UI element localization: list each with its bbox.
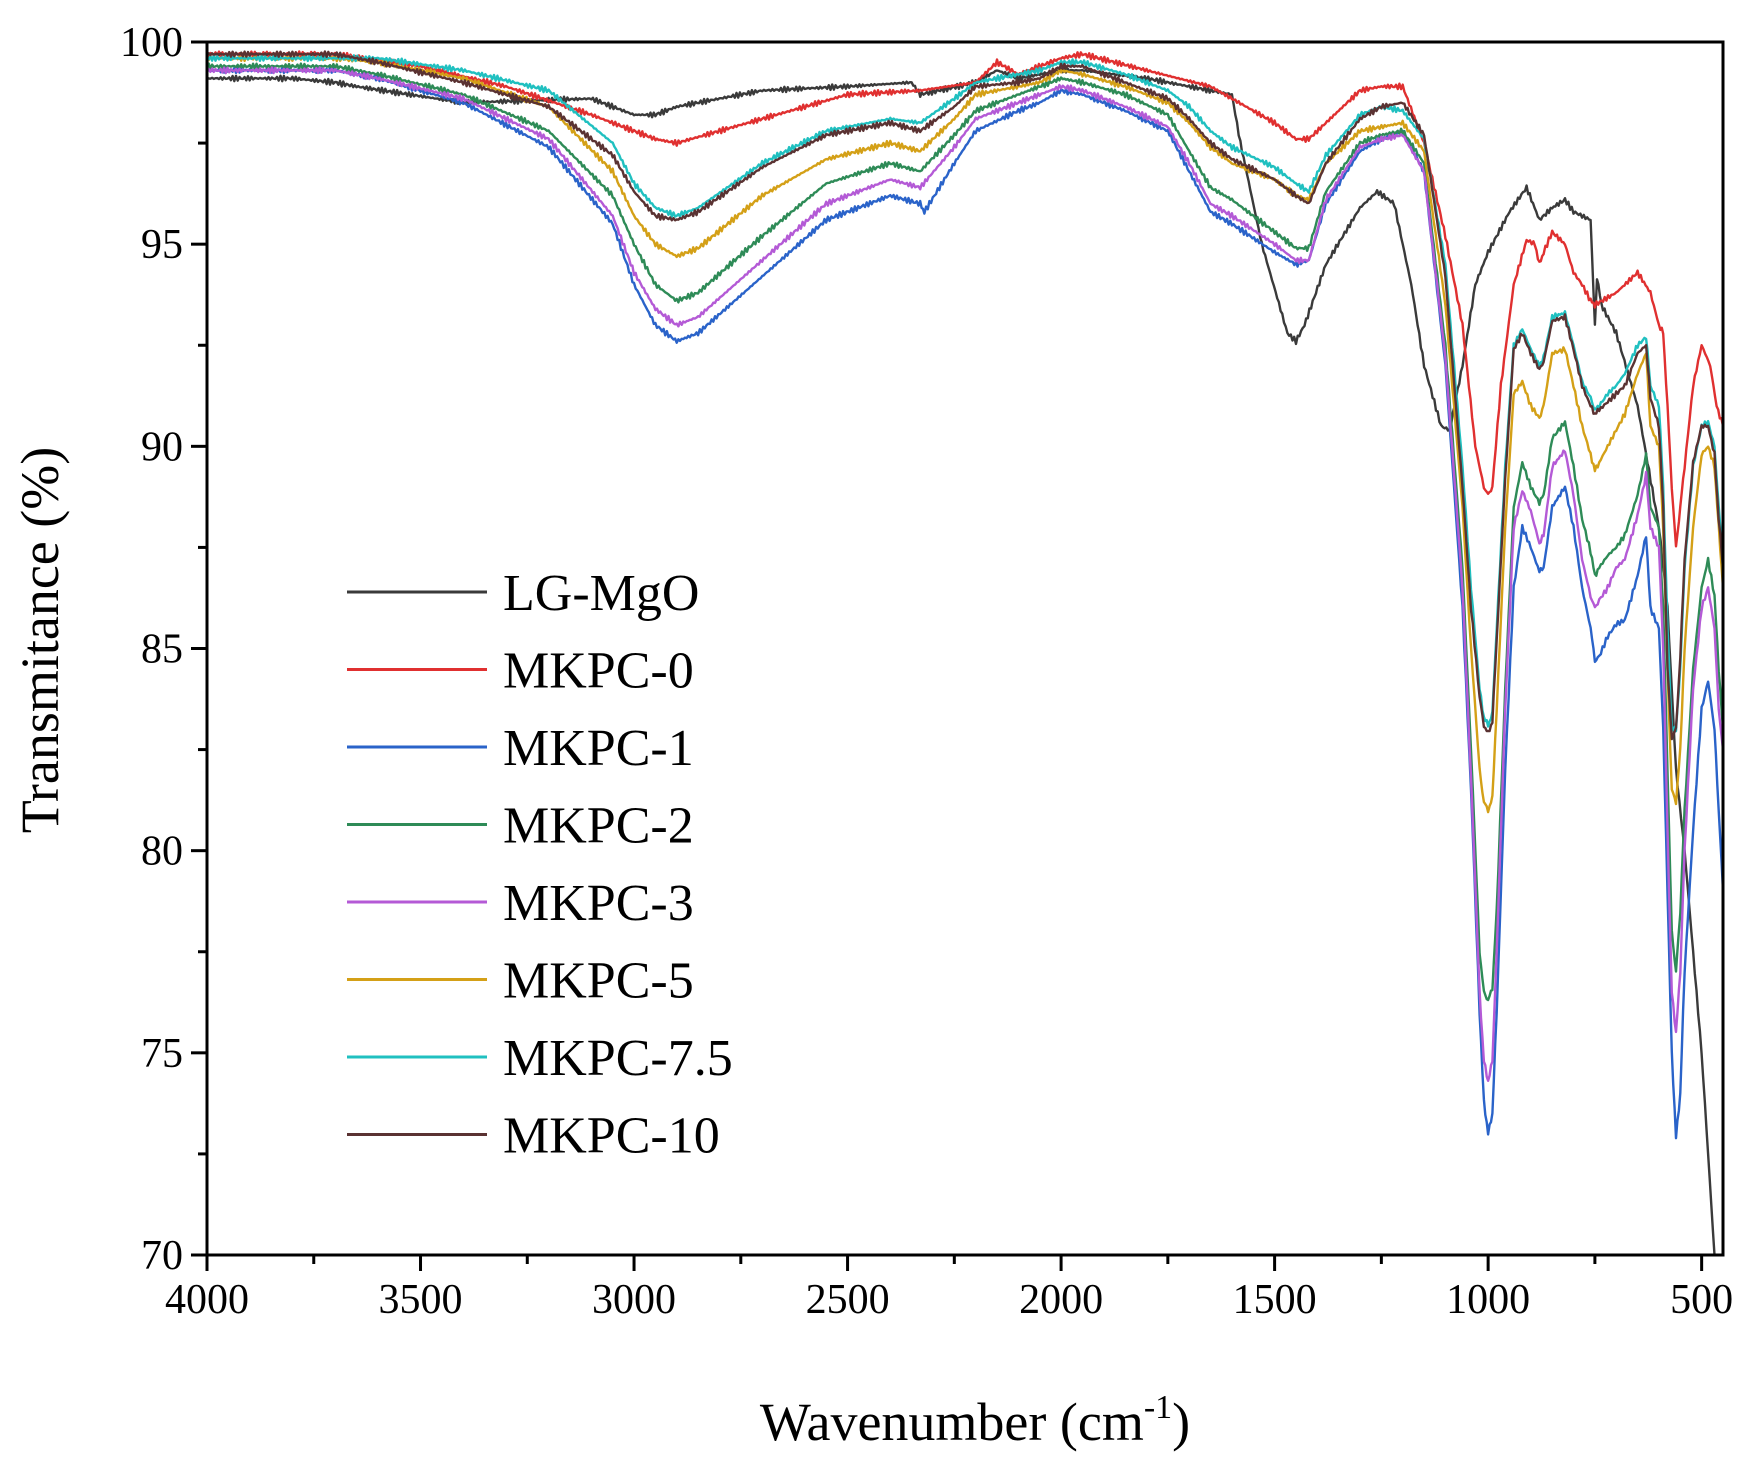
series-line-mkpc-7-5 — [206, 54, 1725, 733]
series-line-mkpc-1 — [206, 66, 1725, 1140]
axis-ticks — [191, 40, 1704, 1271]
x-tick-label: 1500 — [1233, 1277, 1317, 1323]
y-tick-label: 75 — [141, 1031, 183, 1077]
x-tick-label: 2000 — [1019, 1277, 1103, 1323]
legend: LG-MgO MKPC-0 MKPC-1 MKPC-2 MKPC-3 MKPC-5 MKPC… — [347, 565, 733, 1165]
x-tick-label: 3500 — [379, 1277, 463, 1323]
y-axis-title: Transmitance (%) — [10, 447, 70, 833]
legend-label: MKPC-2 — [503, 798, 694, 855]
legend-label: MKPC-7.5 — [503, 1030, 733, 1087]
y-tick-label: 70 — [141, 1233, 183, 1279]
y-tick-label: 95 — [141, 222, 183, 268]
legend-label: MKPC-1 — [503, 720, 694, 777]
x-axis-title: Wavenumber (cm-1) — [760, 1389, 1190, 1452]
legend-label: MKPC-10 — [503, 1108, 720, 1165]
series-line-mkpc-10 — [206, 50, 1725, 741]
legend-label: LG-MgO — [503, 565, 699, 622]
x-tick-label: 1000 — [1446, 1277, 1530, 1323]
axis-tick-labels: 4000 3500 3000 2500 2000 1500 1000 500 70 75 80 85 9… — [120, 20, 1733, 1323]
x-tick-label: 4000 — [165, 1277, 249, 1323]
legend-label: MKPC-3 — [503, 875, 694, 932]
x-tick-label: 2500 — [806, 1277, 890, 1323]
legend-label: MKPC-5 — [503, 953, 694, 1010]
y-tick-label: 85 — [141, 627, 183, 673]
y-tick-label: 100 — [120, 20, 183, 66]
x-tick-label: 500 — [1670, 1277, 1733, 1323]
series-line-mkpc-3 — [206, 66, 1725, 1083]
x-tick-label: 3000 — [592, 1277, 676, 1323]
y-tick-label: 80 — [141, 829, 183, 875]
series-lines — [205, 50, 1725, 1256]
y-tick-label: 90 — [141, 424, 183, 470]
series-line-mkpc-2 — [205, 62, 1725, 1002]
legend-label: MKPC-0 — [503, 643, 694, 700]
